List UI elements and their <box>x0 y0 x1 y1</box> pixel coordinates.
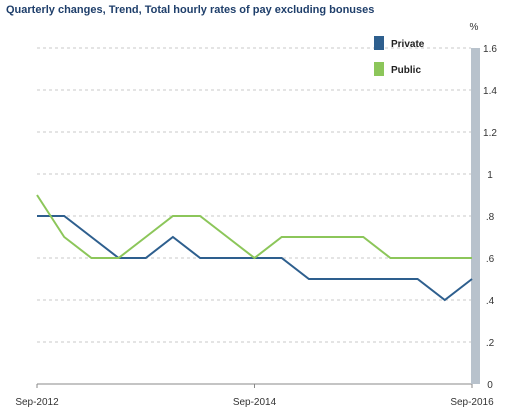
series-line-public <box>36 194 472 260</box>
y-tick-label: .2 <box>486 338 495 349</box>
legend-label-private: Private <box>391 39 425 50</box>
y-tick-label: .8 <box>486 212 495 223</box>
y-tick-label: 0 <box>487 380 493 391</box>
y-axis-bar <box>471 48 480 384</box>
legend-label-public: Public <box>391 65 421 76</box>
y-axis-unit: % <box>470 22 479 33</box>
x-axis-ticks: Sep-2012 Sep-2014 Sep-2016 <box>15 384 494 408</box>
legend-swatch-public <box>374 62 384 76</box>
x-tick-label: Sep-2016 <box>450 397 494 408</box>
y-tick-label: 1.4 <box>483 86 497 97</box>
y-tick-label: 1.6 <box>483 44 497 55</box>
x-tick-label: Sep-2014 <box>233 397 277 408</box>
y-tick-label: 1 <box>487 170 493 181</box>
legend-swatch-private <box>374 36 384 50</box>
y-tick-label: .6 <box>486 254 495 265</box>
y-tick-label: 1.2 <box>483 128 497 139</box>
series-lines <box>36 194 473 302</box>
y-tick-label: .4 <box>486 296 495 307</box>
x-tick-label: Sep-2012 <box>15 397 59 408</box>
gridlines <box>37 47 472 385</box>
legend: Private Public <box>374 36 425 76</box>
y-axis-ticks: 0 .2 .4 .6 .8 1 1.2 1.4 1.6 <box>483 44 497 391</box>
chart-title: Quarterly changes, Trend, Total hourly r… <box>6 4 374 16</box>
